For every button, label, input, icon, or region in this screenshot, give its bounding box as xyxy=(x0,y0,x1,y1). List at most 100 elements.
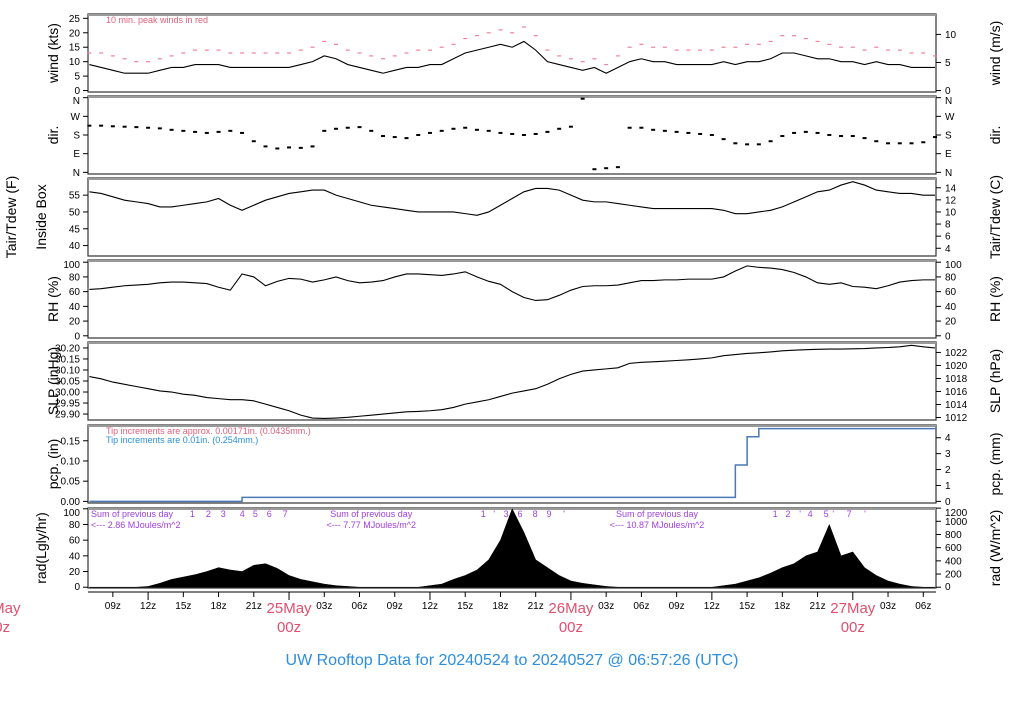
right-tick-label: 6 xyxy=(945,232,951,243)
right-tick-label: 0 xyxy=(945,582,951,593)
tip-increment-note: Tip increments are 0.01in. (0.254mm.) xyxy=(106,435,258,445)
left-tick-label: 40 xyxy=(69,551,81,562)
left-tick-label: 0 xyxy=(74,331,80,342)
left-tick-label: 15 xyxy=(69,43,81,54)
right-tick-label: 1020 xyxy=(945,361,968,372)
left-tick-label: W xyxy=(71,112,81,123)
right-tick-label: 1022 xyxy=(945,348,968,359)
direction-point xyxy=(592,168,597,171)
right-tick-label: 12 xyxy=(945,195,957,206)
hour-mark-label: 5 xyxy=(824,509,829,519)
x-tick-label: 09z xyxy=(387,601,403,612)
hour-mark-label: 7 xyxy=(847,509,852,519)
x-tick-label: 12z xyxy=(704,601,720,612)
direction-point xyxy=(839,135,844,138)
right-tick-label: 1 xyxy=(945,481,951,492)
daily-sum-label: Sum of previous day xyxy=(91,509,174,519)
direction-point xyxy=(733,142,738,145)
panel-pcp: 0.00 0.05 0.10 0.15 0 1 2 3 4 pcp. (in) pcp. (mm) T… xyxy=(45,424,1003,508)
direction-point xyxy=(204,131,209,134)
direction-point xyxy=(921,141,926,144)
right-tick-label: 40 xyxy=(945,302,957,313)
daily-sum-label: Sum of previous day xyxy=(330,509,413,519)
left-tick-label: 0.10 xyxy=(61,456,81,467)
direction-point xyxy=(134,126,139,129)
direction-point xyxy=(439,129,444,132)
left-tick-label: 0.05 xyxy=(61,477,81,488)
series-area-rad xyxy=(89,508,936,588)
left-tick-label: 20 xyxy=(69,317,81,328)
y-axis-label-left: pcp. (in) xyxy=(45,439,61,490)
direction-point xyxy=(933,136,938,139)
left-tick-label: 25 xyxy=(69,14,81,25)
left-tick-label: 40 xyxy=(69,302,81,313)
direction-point xyxy=(310,145,315,148)
y-axis-label-right: Tair/Tdew (C) xyxy=(987,175,1003,259)
x-tick-label: 15z xyxy=(739,601,755,612)
y-axis-label-left: dir. xyxy=(45,126,61,145)
left-tick-label: 30.10 xyxy=(55,365,80,376)
direction-point xyxy=(850,135,855,138)
direction-point xyxy=(474,128,479,131)
x-tick-label: 09z xyxy=(669,601,685,612)
y-axis-label-right: pcp. (mm) xyxy=(987,433,1003,496)
left-tick-label: N xyxy=(73,96,80,107)
right-tick-label: 14 xyxy=(945,183,957,194)
date-hour-label: 00z xyxy=(841,619,865,636)
series-line-slp xyxy=(89,344,936,420)
direction-point xyxy=(345,126,350,129)
x-tick-label: 21z xyxy=(246,601,262,612)
y-axis-label-right: rad (W/m^2) xyxy=(987,510,1003,587)
left-tick-label: 29.95 xyxy=(55,399,80,410)
direction-point xyxy=(792,131,797,134)
direction-point xyxy=(110,125,115,128)
y-axis-label-left: wind (kts) xyxy=(45,23,61,84)
left-tick-label: 60 xyxy=(69,287,81,298)
direction-point xyxy=(568,125,573,128)
right-tick-label: W xyxy=(945,112,955,123)
left-tick-label: E xyxy=(73,149,80,160)
direction-point xyxy=(240,131,245,134)
direction-point xyxy=(510,132,515,135)
direction-point xyxy=(615,166,620,169)
y-axis-label-right: SLP (hPa) xyxy=(987,349,1003,413)
x-tick-label: 21z xyxy=(810,601,826,612)
series-line-rh xyxy=(89,265,936,302)
left-tick-label: 40 xyxy=(69,241,81,252)
direction-point xyxy=(287,146,292,149)
direction-point xyxy=(815,131,820,134)
right-tick-label: 1014 xyxy=(945,400,968,411)
right-tick-label: 4 xyxy=(945,433,951,444)
direction-point xyxy=(545,130,550,133)
left-tick-label: 45 xyxy=(69,224,81,235)
right-tick-label: 4 xyxy=(945,244,951,255)
right-tick-label: 1012 xyxy=(945,413,968,424)
x-tick-label: 18z xyxy=(211,601,227,612)
direction-point xyxy=(897,142,902,145)
direction-point xyxy=(122,125,127,128)
right-tick-label: 10 xyxy=(945,207,957,218)
right-tick-label: N xyxy=(945,168,952,179)
right-tick-label: 1000 xyxy=(945,517,968,528)
hour-mark-label: 3 xyxy=(221,509,226,519)
direction-point xyxy=(498,131,503,134)
panel-rad: 020406080100020040060080010001200rad(Lgl… xyxy=(33,507,1003,593)
daily-sum-value: <--- 7.77 MJoules/m^2 xyxy=(326,520,416,530)
right-tick-label: 0 xyxy=(945,86,951,97)
direction-point xyxy=(662,129,667,132)
x-tick-label: 21z xyxy=(528,601,544,612)
direction-point xyxy=(451,127,456,130)
panel-frame xyxy=(87,341,937,421)
hour-mark-label: 1 xyxy=(773,509,778,519)
y-axis-label-right: wind (m/s) xyxy=(987,21,1003,87)
left-tick-label: N xyxy=(73,168,80,179)
y-axis-label-left: rad(Lgly/hr) xyxy=(33,512,49,584)
right-tick-label: 10 xyxy=(945,30,957,41)
peak-wind-note: 10 min. peak winds in red xyxy=(106,15,208,25)
series-line-tair xyxy=(89,181,936,216)
right-tick-label: 1016 xyxy=(945,387,968,398)
